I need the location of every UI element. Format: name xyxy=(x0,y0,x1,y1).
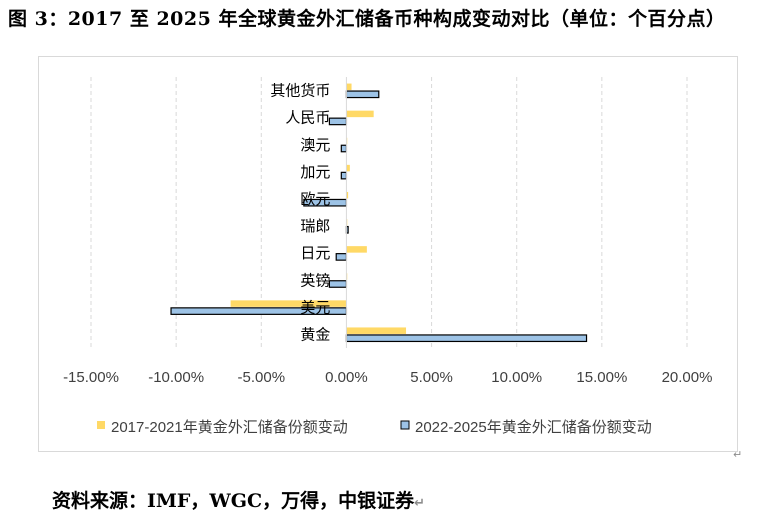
bar-series-1 xyxy=(346,110,374,118)
bar-series-1 xyxy=(346,246,367,253)
bar-series-1 xyxy=(346,327,407,334)
category-label: 澳元 xyxy=(300,137,330,154)
chart-container: 其他货币人民币澳元加元欧元瑞郎日元英镑美元黄金 -15.00% -10.00% -5.… xyxy=(38,56,738,452)
bar-series-2 xyxy=(328,280,348,288)
bar-series-1 xyxy=(346,191,349,199)
category-label: 英镑 xyxy=(300,271,330,289)
paragraph-mark: ↵ xyxy=(414,496,426,511)
paragraph-mark: ↵ xyxy=(733,448,743,461)
x-tick-label: 20.00% xyxy=(662,369,713,386)
category-label: 欧元 xyxy=(300,191,330,208)
legend-label: 2017-2021年黄金外汇储备份额变动 xyxy=(111,419,348,436)
category-label: 其他货币 xyxy=(270,83,330,100)
bar-series-2 xyxy=(340,171,348,180)
source-note: 资料来源：IMF，WGC，万得，中银证券↵ xyxy=(52,486,425,513)
legend-swatch xyxy=(400,420,410,430)
x-tick-label: 0.00% xyxy=(325,369,368,386)
bar-series-2 xyxy=(328,117,348,126)
x-tick-label: -10.00% xyxy=(148,369,204,386)
bar-series-2 xyxy=(345,90,380,99)
category-label: 加元 xyxy=(300,164,330,181)
bar-series-1 xyxy=(346,83,352,91)
x-tick-label: -15.00% xyxy=(63,369,119,386)
bar-series-1 xyxy=(346,164,350,172)
category-label: 美元 xyxy=(300,299,330,316)
bar-series-1 xyxy=(230,300,347,307)
legend-label: 2022-2025年黄金外汇储备份额变动 xyxy=(415,419,652,436)
x-tick-label: 10.00% xyxy=(491,369,542,386)
category-label: 人民币 xyxy=(285,110,330,127)
bar-series-2 xyxy=(340,144,348,153)
category-label: 瑞郎 xyxy=(300,218,330,235)
category-label: 日元 xyxy=(300,245,330,262)
x-tick-label: -5.00% xyxy=(238,369,286,386)
x-tick-label: 5.00% xyxy=(410,369,453,386)
legend-swatch xyxy=(97,421,105,429)
bar-series-2 xyxy=(335,253,348,261)
figure-title: 图 3：2017 至 2025 年全球黄金外汇储备币种构成变动对比（单位：个百分… xyxy=(8,8,726,30)
x-tick-label: 15.00% xyxy=(576,369,627,386)
bar-series-2 xyxy=(345,334,588,343)
source-text: 资料来源：IMF，WGC，万得，中银证券 xyxy=(52,490,415,512)
category-label: 黄金 xyxy=(300,326,330,343)
